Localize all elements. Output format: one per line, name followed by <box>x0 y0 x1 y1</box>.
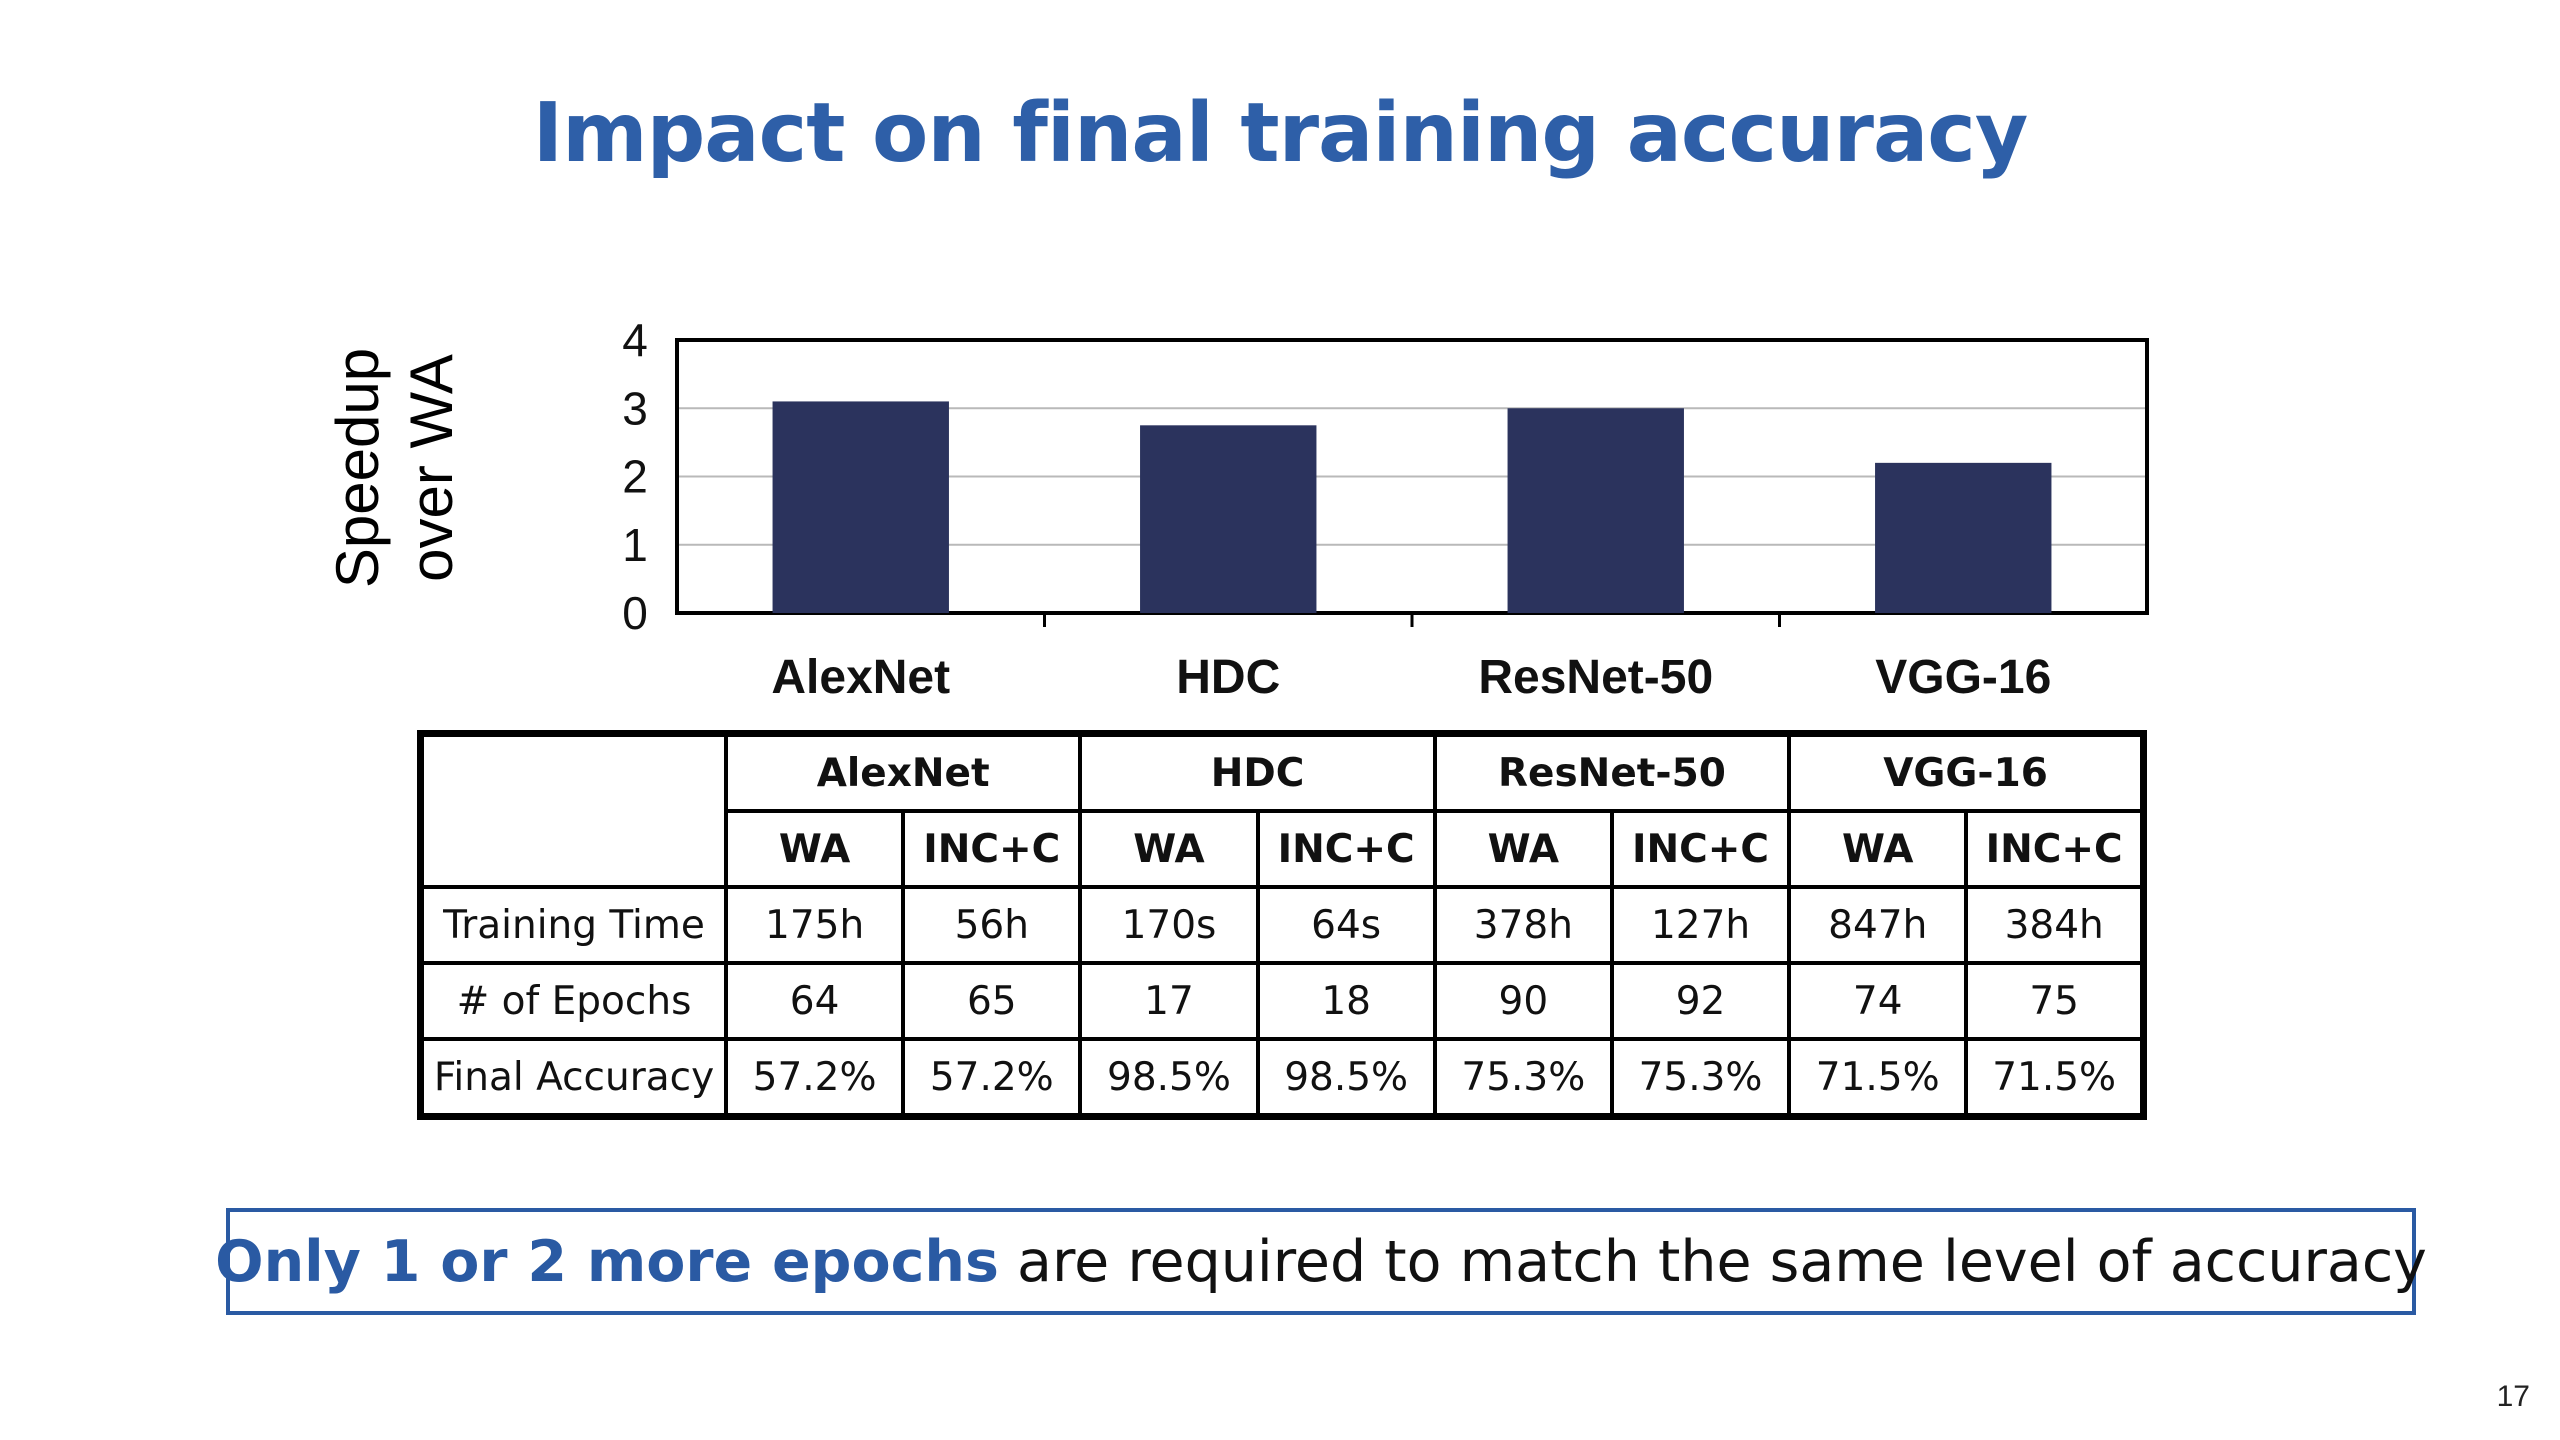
table-subheader: WA <box>723 809 906 889</box>
table-model-header: VGG-16 <box>1787 731 2146 813</box>
table-subheader: INC+C <box>1609 809 1792 889</box>
table-subheader: INC+C <box>901 809 1083 889</box>
table-model-header: HDC <box>1078 731 1437 813</box>
table-cell: 74 <box>1787 961 1969 1041</box>
table-subheader-row: WA INC+C WA INC+C WA INC+C WA INC+C <box>421 809 2146 889</box>
table-row-label: # of Epochs <box>418 961 728 1041</box>
table-subheader: INC+C <box>1255 809 1437 889</box>
table-subheader: WA <box>1078 809 1260 889</box>
table-row-label: Final Accuracy <box>418 1037 728 1119</box>
table-cell: 71.5% <box>1787 1037 1969 1119</box>
table-subheader: INC+C <box>1964 809 2146 889</box>
table-model-header: ResNet-50 <box>1432 731 1792 813</box>
table-model-header: AlexNet <box>723 731 1083 813</box>
y-tick-label: 2 <box>622 451 648 503</box>
y-tick-label: 4 <box>622 314 648 366</box>
bar <box>1875 462 2052 613</box>
bar <box>1507 408 1684 613</box>
table-cell: 75.3% <box>1609 1037 1792 1119</box>
x-category-label: ResNet-50 <box>1478 651 1713 704</box>
callout-emphasis: Only 1 or 2 more epochs <box>215 1228 999 1295</box>
bar <box>1140 425 1317 613</box>
callout-text: are required to match the same level of … <box>998 1228 2427 1295</box>
chart-ylabel: Speedup over WA <box>321 328 469 608</box>
table-cell: 56h <box>901 885 1083 965</box>
table-cell: 98.5% <box>1078 1037 1260 1119</box>
table-cell: 75.3% <box>1432 1037 1614 1119</box>
table-cell: 170s <box>1078 885 1260 965</box>
table-subheader: WA <box>1432 809 1614 889</box>
page-number: 17 <box>2496 1380 2530 1413</box>
table-cell: 64 <box>723 961 906 1041</box>
table-cell: 378h <box>1432 885 1614 965</box>
table-cell: 175h <box>723 885 906 965</box>
table-cell: 847h <box>1787 885 1969 965</box>
bar <box>772 401 949 613</box>
x-category-label: HDC <box>1176 651 1280 704</box>
table-cell: 92 <box>1609 961 1792 1041</box>
table-cell: 127h <box>1609 885 1792 965</box>
table-row: Final Accuracy 57.2% 57.2% 98.5% 98.5% 7… <box>418 1037 2146 1119</box>
table-subheader: WA <box>1787 809 1969 889</box>
table-cell: 18 <box>1255 961 1437 1041</box>
table-cell: 98.5% <box>1255 1037 1437 1119</box>
chart-ylabel-line-1: Speedup <box>324 347 391 589</box>
table-cell: 71.5% <box>1964 1037 2146 1119</box>
table-cell: 57.2% <box>723 1037 906 1119</box>
table-row: # of Epochs 64 65 17 18 90 92 74 75 <box>418 961 2146 1041</box>
results-table: AlexNet HDC ResNet-50 VGG-16 WA INC+C WA… <box>417 730 2147 1120</box>
table-cell: 75 <box>1964 961 2146 1041</box>
speedup-bar-chart: 0 1 2 3 4 AlexNet HDC ResNet-50 VGG-16 <box>622 314 2149 704</box>
table-row-label: Training Time <box>418 885 728 965</box>
table-cell: 57.2% <box>901 1037 1083 1119</box>
y-tick-label: 3 <box>622 382 648 434</box>
table-cell: 90 <box>1432 961 1614 1041</box>
takeaway-callout: Only 1 or 2 more epochs are required to … <box>215 1208 2427 1315</box>
table-cell: 65 <box>901 961 1083 1041</box>
chart-ylabel-line-2: over WA <box>398 354 465 582</box>
table-cell: 17 <box>1078 961 1260 1041</box>
slide-title: Impact on final training accuracy <box>532 86 2029 181</box>
y-tick-label: 1 <box>622 519 648 571</box>
table-cell: 64s <box>1255 885 1437 965</box>
x-category-label: VGG-16 <box>1875 651 2051 704</box>
table-corner-cell <box>418 731 728 889</box>
y-tick-label: 0 <box>622 587 648 639</box>
table-row: Training Time 175h 56h 170s 64s 378h 127… <box>418 885 2146 965</box>
x-category-label: AlexNet <box>771 651 950 704</box>
table-model-header-row: AlexNet HDC ResNet-50 VGG-16 <box>418 731 2146 889</box>
table-cell: 384h <box>1964 885 2146 965</box>
